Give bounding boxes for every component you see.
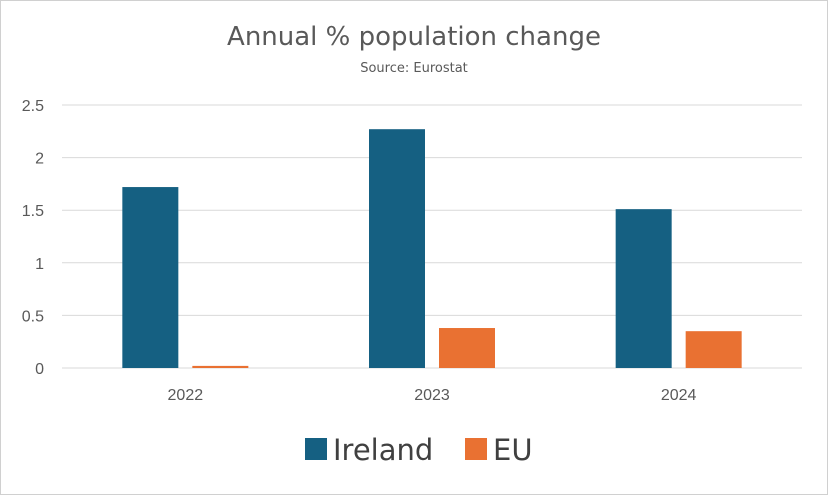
bar-ireland-2023 [369,129,425,368]
x-tick-label: 2024 [661,387,697,404]
bar-eu-2023 [439,328,495,368]
legend-label-eu: EU [493,433,533,467]
legend-swatch-ireland [305,438,327,460]
x-axis-ticks: 2022 2023 2024 [168,387,697,404]
y-tick-label: 2 [35,151,44,168]
y-tick-label: 0 [35,361,44,378]
y-tick-label: 0.5 [22,308,44,325]
bar-eu-2024 [685,331,742,368]
legend: Ireland EU [305,433,533,467]
legend-swatch-eu [465,438,487,460]
bar-ireland-2024 [615,209,672,368]
y-axis-ticks: 0 0.5 1 1.5 2 2.5 [22,98,44,378]
y-tick-label: 1.5 [22,203,44,220]
y-tick-label: 1 [35,256,44,273]
legend-label-ireland: Ireland [333,433,433,467]
x-tick-label: 2022 [168,387,204,404]
x-tick-label: 2023 [414,387,450,404]
bar-ireland-2022 [122,187,179,368]
y-tick-label: 2.5 [22,98,44,115]
gridlines [62,104,802,369]
chart-subtitle: Source: Eurostat [360,61,468,76]
bar-eu-2022 [192,365,249,368]
chart-title: Annual % population change [227,22,601,52]
bars [122,129,742,368]
